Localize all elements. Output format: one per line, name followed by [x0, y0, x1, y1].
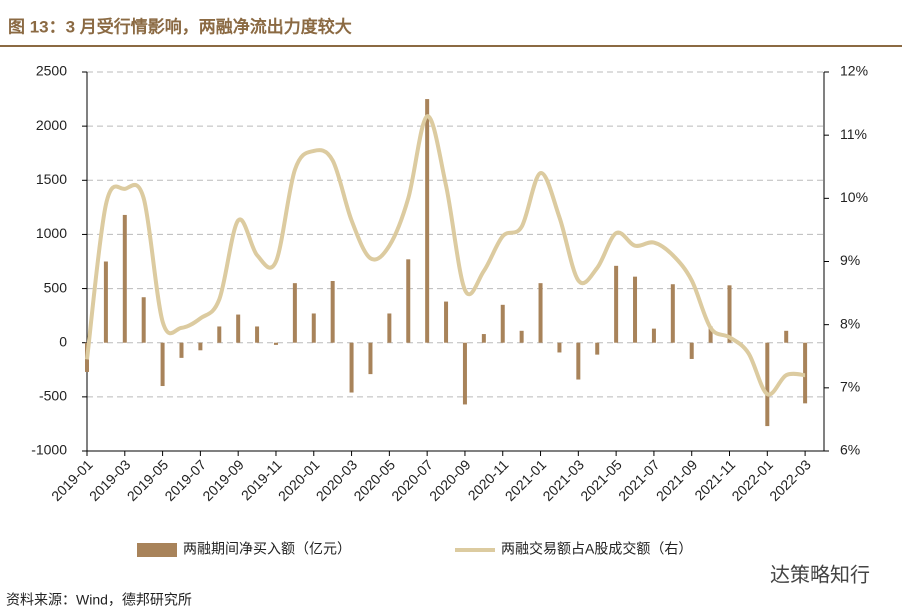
bar — [462, 342, 467, 405]
bar — [727, 285, 732, 343]
legend-label: 两融交易额占A股成交额（右） — [501, 541, 692, 557]
bar — [141, 297, 146, 343]
bar — [387, 313, 392, 343]
bar — [538, 283, 543, 343]
x-tick-label: 2019-09 — [199, 456, 247, 504]
bar — [689, 342, 694, 359]
bar — [765, 342, 770, 427]
x-tick-label: 2021-09 — [653, 456, 701, 504]
bar — [217, 326, 222, 343]
bar — [651, 328, 656, 343]
bar — [311, 313, 316, 343]
bar — [670, 284, 675, 343]
y-tick-label: 2000 — [36, 117, 67, 133]
bar — [292, 283, 297, 343]
y-tick-label: 500 — [44, 279, 68, 295]
bar — [406, 259, 411, 343]
y-tick-label: 1500 — [36, 171, 67, 187]
bar — [614, 265, 619, 343]
bar — [198, 342, 203, 351]
bar — [236, 314, 241, 343]
bar — [330, 280, 335, 343]
y2-tick-label: 8% — [840, 315, 860, 331]
bar — [481, 334, 486, 343]
bar — [708, 326, 713, 343]
bar — [179, 342, 184, 358]
legend-swatch — [137, 543, 177, 557]
x-tick-label: 2020-09 — [426, 456, 474, 504]
bar — [784, 330, 789, 343]
source: 资料来源：Wind，德邦研究所 — [6, 592, 192, 608]
y2-tick-label: 11% — [840, 126, 867, 142]
bar — [425, 99, 430, 343]
y-tick-label: 1000 — [36, 225, 67, 241]
bar — [444, 301, 449, 343]
bar — [160, 342, 165, 387]
bar — [103, 261, 108, 343]
x-tick-label: 2022-03 — [766, 456, 814, 504]
bar — [633, 276, 638, 343]
bar — [122, 214, 127, 343]
y-tick-label: 2500 — [36, 63, 67, 79]
bar — [349, 342, 354, 393]
chart-title: 图 13：3 月受行情影响，两融净流出力度较大 — [8, 16, 352, 36]
y-tick-label: -500 — [39, 388, 67, 404]
bar — [557, 342, 562, 353]
y2-tick-label: 12% — [840, 63, 868, 79]
watermark: 达策略知行 — [770, 563, 870, 586]
y-tick-label: 0 — [59, 333, 67, 349]
bar — [595, 342, 600, 355]
legend-label: 两融期间净买入额（亿元） — [183, 541, 351, 557]
bar — [273, 342, 278, 345]
bar — [803, 342, 808, 404]
line — [85, 114, 806, 397]
y2-tick-label: 9% — [840, 252, 860, 268]
bar — [500, 304, 505, 343]
bar — [519, 330, 524, 343]
y2-tick-label: 10% — [840, 189, 868, 205]
y2-tick-label: 6% — [840, 442, 860, 458]
bar — [368, 342, 373, 375]
bar — [255, 326, 260, 343]
y2-tick-label: 7% — [840, 379, 860, 395]
y-tick-label: -1000 — [31, 442, 67, 458]
bar — [576, 342, 581, 380]
